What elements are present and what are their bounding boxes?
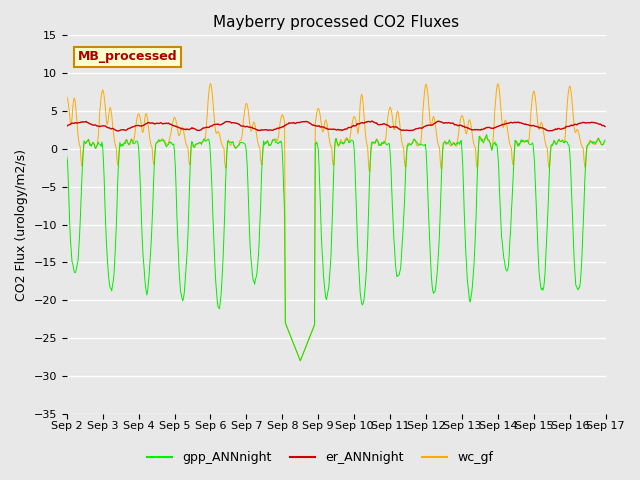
Title: Mayberry processed CO2 Fluxes: Mayberry processed CO2 Fluxes: [213, 15, 460, 30]
Text: MB_processed: MB_processed: [77, 50, 177, 63]
Legend: gpp_ANNnight, er_ANNnight, wc_gf: gpp_ANNnight, er_ANNnight, wc_gf: [142, 446, 498, 469]
Y-axis label: CO2 Flux (urology/m2/s): CO2 Flux (urology/m2/s): [15, 148, 28, 300]
